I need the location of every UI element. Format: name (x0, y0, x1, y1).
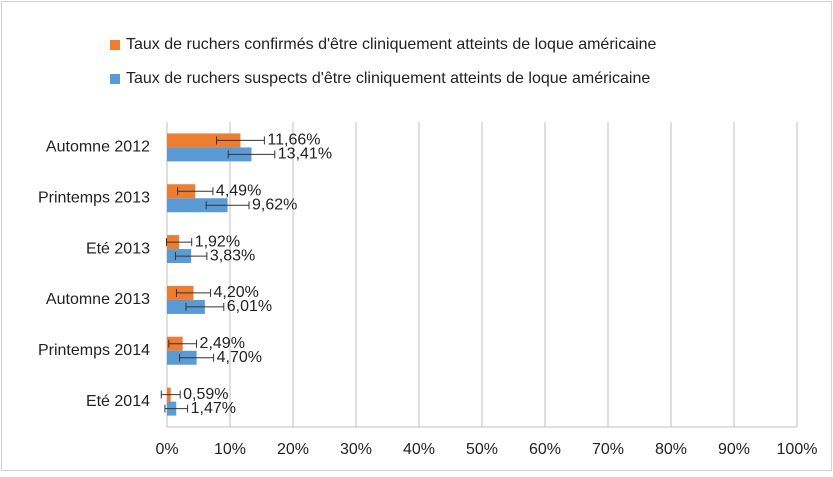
bar (167, 147, 252, 162)
data-label: 13,41% (278, 146, 332, 163)
bar (167, 198, 228, 213)
data-label: 4,20% (213, 284, 258, 301)
error-bar (165, 238, 193, 247)
error-bar (175, 288, 211, 297)
error-bar (177, 187, 214, 196)
x-tick-label: 90% (718, 441, 750, 458)
data-label: 9,62% (252, 196, 297, 213)
error-bar (205, 201, 250, 210)
y-tick-label: Automne 2012 (46, 139, 150, 156)
data-label: 2,49% (200, 335, 245, 352)
error-bar (160, 390, 181, 399)
error-bar (227, 150, 276, 159)
data-label: 1,92% (195, 233, 240, 250)
data-label: 3,83% (210, 247, 255, 264)
x-tick-label: 100% (777, 441, 818, 458)
error-bar (179, 353, 215, 362)
y-tick-label: Printemps 2013 (38, 189, 150, 206)
x-tick-label: 70% (592, 441, 624, 458)
error-bar (216, 136, 265, 145)
bar (167, 133, 241, 148)
x-tick-label: 80% (655, 441, 687, 458)
y-tick-label: Eté 2014 (86, 393, 150, 410)
legend-label: Taux de ruchers suspects d'être clinique… (126, 70, 650, 87)
error-bar (164, 404, 189, 413)
data-label: 4,49% (216, 182, 261, 199)
data-label: 4,70% (217, 349, 262, 366)
x-tick-label: 30% (340, 441, 372, 458)
y-tick-label: Eté 2013 (86, 240, 150, 257)
data-label: 1,47% (191, 400, 236, 417)
data-label: 6,01% (227, 298, 272, 315)
x-tick-label: 10% (214, 441, 246, 458)
y-tick-label: Printemps 2014 (38, 342, 150, 359)
legend-label: Taux de ruchers confirmés d'être cliniqu… (126, 36, 657, 53)
data-label: 0,59% (183, 386, 228, 403)
error-bar (185, 302, 225, 311)
x-tick-label: 60% (529, 441, 561, 458)
x-tick-label: 50% (466, 441, 498, 458)
data-label: 11,66% (267, 132, 320, 149)
legend-swatch (110, 74, 120, 84)
x-tick-label: 0% (155, 441, 178, 458)
y-tick-label: Automne 2013 (46, 291, 150, 308)
x-tick-label: 20% (277, 441, 309, 458)
error-bar (168, 339, 198, 348)
error-bar (174, 252, 208, 261)
legend-swatch (110, 40, 120, 50)
x-tick-label: 40% (403, 441, 435, 458)
